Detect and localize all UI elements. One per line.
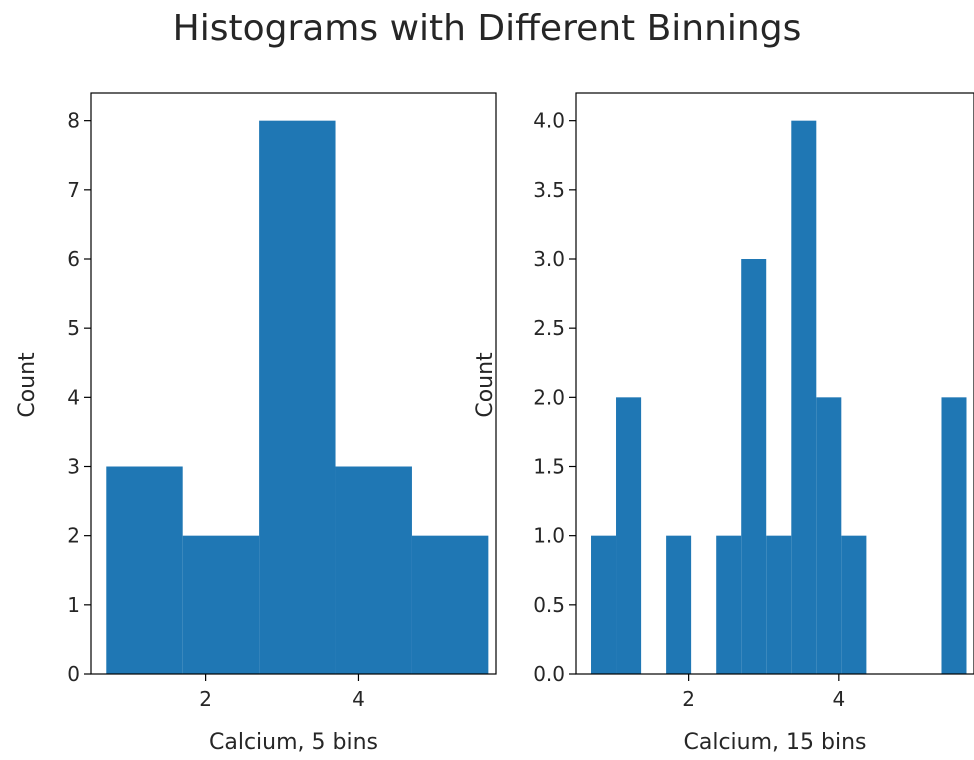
histogram-bar xyxy=(941,397,967,674)
histogram-bar xyxy=(335,466,412,674)
axes-frame xyxy=(90,92,497,675)
y-axis-label: Count xyxy=(15,352,40,418)
histogram-bar xyxy=(411,535,489,674)
histogram-bar xyxy=(766,535,792,674)
histogram-bar xyxy=(741,259,767,674)
x-tick-label: 4 xyxy=(352,687,365,711)
y-tick-label: 0.0 xyxy=(533,662,565,686)
y-tick-label: 0 xyxy=(67,662,80,686)
histogram-bar xyxy=(716,535,742,674)
y-tick-label: 1.0 xyxy=(533,524,565,548)
y-tick-label: 3.0 xyxy=(533,247,565,271)
histogram-bar xyxy=(182,535,260,674)
y-tick-label: 1.5 xyxy=(533,455,565,479)
bars xyxy=(106,120,489,674)
x-tick-label: 2 xyxy=(199,687,212,711)
y-tick-label: 4.0 xyxy=(533,109,565,133)
y-tick-label: 2 xyxy=(67,524,80,548)
y-tick-label: 8 xyxy=(67,109,80,133)
x-tick-label: 4 xyxy=(832,687,845,711)
x-axis-label: Calcium, 15 bins xyxy=(684,730,867,755)
histogram-bar xyxy=(591,535,617,674)
histogram-bar xyxy=(816,397,842,674)
histogram-bar xyxy=(259,120,336,674)
histogram-bar xyxy=(616,397,642,674)
x-tick-label: 2 xyxy=(682,687,695,711)
histogram-panel-15-bins: 0.0 0.5 1.0 1.5 2.0 2.5 3.0 3.5 4.0 2 4 Calcium, 15… xyxy=(473,92,974,755)
histogram-panel-5-bins: 0 1 2 3 4 5 6 7 8 2 4 Calcium, 5 bins Count xyxy=(15,92,497,755)
y-tick-label: 7 xyxy=(67,178,80,202)
histogram-bar xyxy=(841,535,867,674)
y-axis-label: Count xyxy=(473,352,498,418)
bars xyxy=(591,120,967,674)
histogram-bar xyxy=(791,120,817,674)
y-tick-label: 3.5 xyxy=(533,178,565,202)
figure-title: Histograms with Different Binnings xyxy=(172,8,802,49)
y-tick-label: 4 xyxy=(67,385,80,409)
histogram-bar xyxy=(666,535,692,674)
y-tick-label: 3 xyxy=(67,455,80,479)
axes-frame xyxy=(575,92,974,675)
y-tick-label: 5 xyxy=(67,316,80,340)
y-tick-label: 2.0 xyxy=(533,385,565,409)
y-tick-label: 6 xyxy=(67,247,80,271)
y-tick-label: 0.5 xyxy=(533,593,565,617)
x-axis-label: Calcium, 5 bins xyxy=(209,730,378,755)
y-tick-label: 2.5 xyxy=(533,316,565,340)
histogram-bar xyxy=(106,466,183,674)
y-tick-label: 1 xyxy=(67,593,80,617)
